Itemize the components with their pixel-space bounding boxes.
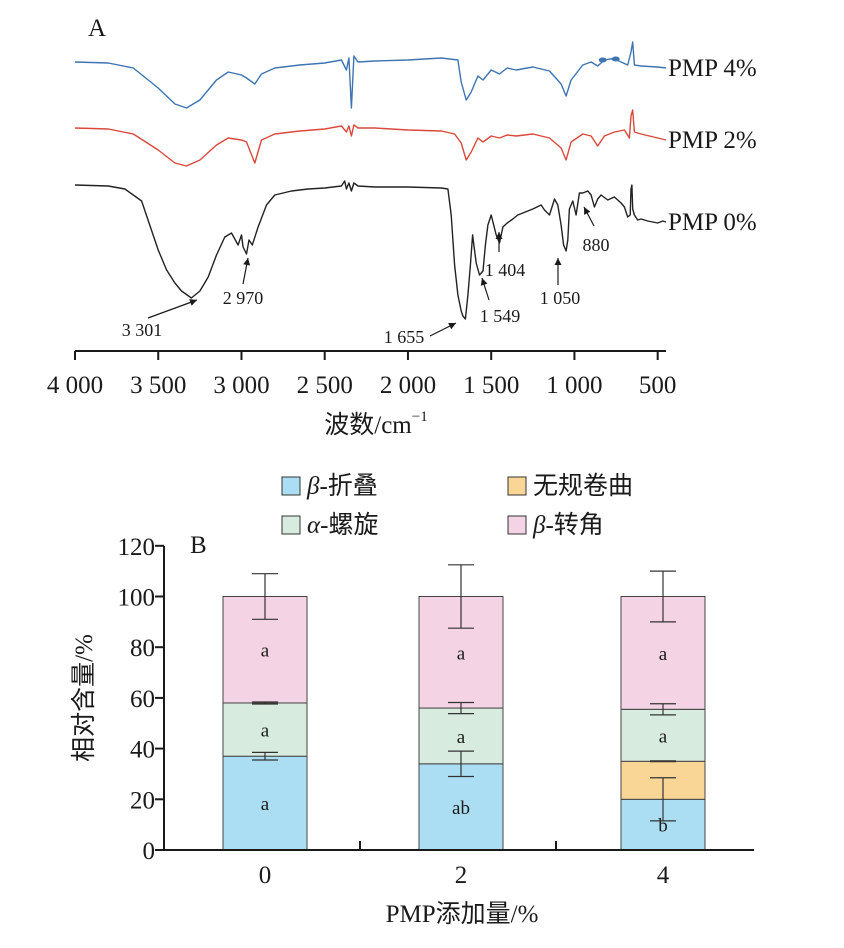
series-label: PMP 0% xyxy=(668,209,757,236)
bar-segment xyxy=(620,708,706,762)
peak-label: 1 655 xyxy=(384,327,425,347)
x-tick-label: 1 000 xyxy=(546,372,602,399)
x-tick-label: 4 000 xyxy=(47,372,103,399)
peak-label: 3 301 xyxy=(122,320,163,340)
legend-label: 无规卷曲 xyxy=(533,472,633,500)
wavenumber-axis-title: 波数/cm−1 xyxy=(324,409,427,439)
significance-letter: a xyxy=(659,644,668,665)
legend-label: β-转角 xyxy=(532,511,604,539)
bar-axis-ticks: 0 20 40 60 80 100 120 0 2 4 xyxy=(118,534,670,889)
annotation-arrow-head xyxy=(189,299,197,306)
spectrum-line-pmp-2- xyxy=(74,109,667,167)
peak-label: 880 xyxy=(583,235,610,255)
y-tick-label: 60 xyxy=(130,686,155,713)
significance-letter: a xyxy=(457,727,466,748)
x-tick-label: 500 xyxy=(639,372,677,399)
peak-label: 1 050 xyxy=(540,288,581,308)
panel-b-label: B xyxy=(190,532,207,559)
spectrum-line-pmp-0- xyxy=(74,180,667,320)
series-label: PMP 2% xyxy=(668,127,757,154)
spectrum-marker xyxy=(611,56,620,62)
y-axis-title: 相对含量/% xyxy=(70,634,98,762)
legend-swatch xyxy=(507,476,527,496)
wavenumber-axis-ticks: 4 000 3 500 3 000 2 500 2 000 1 500 1 000 500 xyxy=(47,351,677,399)
x-tick-label: 3 000 xyxy=(213,372,269,399)
significance-letter: ab xyxy=(452,798,470,819)
annotation-arrow-head xyxy=(480,278,488,286)
annotation-arrow-head xyxy=(448,323,456,330)
significance-letter: a xyxy=(261,641,270,662)
legend-swatch xyxy=(507,515,527,535)
annotation-arrow-line xyxy=(147,299,198,319)
y-tick-label: 120 xyxy=(118,534,156,561)
annotation-arrow-head xyxy=(495,232,503,239)
series-label: PMP 4% xyxy=(668,55,757,82)
y-tick-label: 100 xyxy=(118,585,156,612)
peak-label: 1 404 xyxy=(485,260,526,280)
y-tick-label: 40 xyxy=(130,737,155,764)
panel-a-label: A xyxy=(88,15,106,42)
spectra-series xyxy=(74,41,667,320)
panel-a-spectra: A PMP 4% PMP 2% PMP 0% 3 301 2 970 1 655 1 54… xyxy=(47,15,757,439)
structure-legend: β-折叠 无规卷曲 α-螺旋 β-转角 xyxy=(281,472,633,539)
x-tick-label: 1 500 xyxy=(463,372,519,399)
annotation-arrow-head xyxy=(584,207,591,215)
y-tick-label: 0 xyxy=(143,838,156,865)
x-tick-label: 2 000 xyxy=(380,372,436,399)
x-tick-label: 2 xyxy=(455,862,468,889)
significance-letter: a xyxy=(457,643,466,664)
x-tick-label: 4 xyxy=(657,862,670,889)
legend-label: α-螺旋 xyxy=(307,511,378,539)
legend-swatch xyxy=(281,476,301,496)
peak-label: 2 970 xyxy=(223,288,264,308)
spectra-series-labels: PMP 4% PMP 2% PMP 0% xyxy=(668,55,757,236)
x-tick-label: 2 500 xyxy=(297,372,353,399)
significance-letter: a xyxy=(261,794,270,815)
legend-label: β-折叠 xyxy=(306,472,378,500)
spectrum-line-pmp-4- xyxy=(74,41,667,109)
x-tick-label: 0 xyxy=(259,862,272,889)
x-tick-label: 3 500 xyxy=(130,372,186,399)
peak-label: 1 549 xyxy=(480,306,521,326)
significance-letter: a xyxy=(659,726,668,747)
bar-segment xyxy=(222,755,308,851)
annotation-arrow-head xyxy=(554,258,562,265)
legend-swatch xyxy=(281,515,301,535)
spectrum-marker xyxy=(598,57,607,63)
annotation-arrow-head xyxy=(243,258,251,266)
y-tick-label: 80 xyxy=(130,635,155,662)
x-axis-title: PMP添加量/% xyxy=(386,900,539,928)
peak-annotations: 3 301 2 970 1 655 1 549 1 404 1 050 880 xyxy=(122,206,610,347)
significance-letter: b xyxy=(658,816,668,837)
y-tick-label: 20 xyxy=(130,787,155,814)
significance-letter: a xyxy=(261,721,270,742)
bar-segment xyxy=(418,763,504,851)
